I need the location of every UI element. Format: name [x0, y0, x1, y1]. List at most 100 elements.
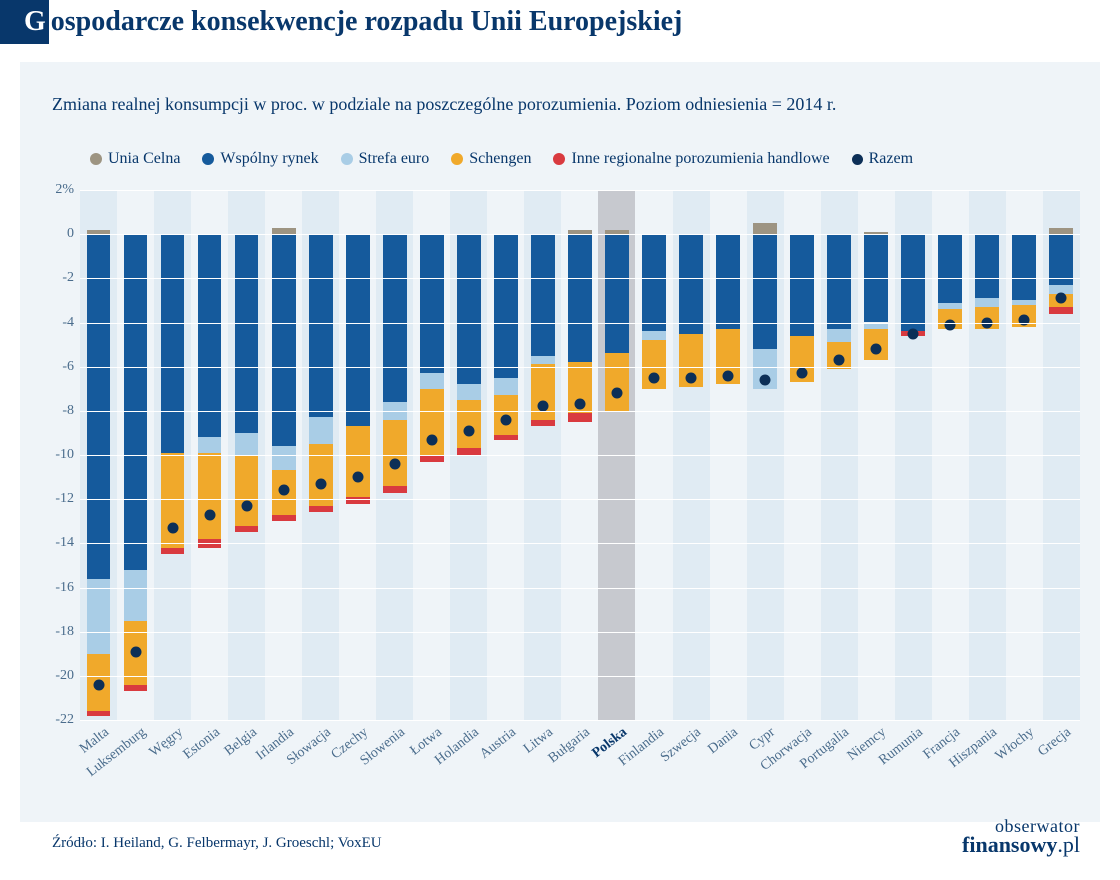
- bar-segment: [87, 711, 111, 715]
- bar-segment: [87, 234, 111, 579]
- bar-segment: [531, 356, 555, 365]
- bar-segment: [272, 446, 296, 470]
- bar-segment: [161, 453, 185, 548]
- gridline: [80, 411, 1080, 412]
- bar-segment: [1012, 234, 1036, 300]
- legend-swatch: [451, 153, 463, 165]
- legend-item: Schengen: [451, 150, 531, 168]
- y-axis-label: -4: [62, 315, 80, 331]
- total-dot: [315, 478, 326, 489]
- bar-segment: [272, 515, 296, 522]
- bar-segment: [457, 400, 481, 449]
- bar-segment: [568, 413, 592, 422]
- bar-segment: [383, 486, 407, 493]
- y-axis-label: -10: [55, 447, 80, 463]
- legend-label: Strefa euro: [359, 150, 430, 168]
- legend-item: Unia Celna: [90, 150, 180, 168]
- bar-segment: [938, 303, 962, 310]
- title-text: ospodarcze konsekwencje rozpadu Unii Eur…: [49, 0, 683, 44]
- site-logo: obserwator finansowy.pl: [962, 818, 1080, 856]
- title-bar: G ospodarcze konsekwencje rozpadu Unii E…: [0, 0, 1120, 44]
- legend-swatch: [341, 153, 353, 165]
- total-dot: [945, 319, 956, 330]
- total-dot: [389, 458, 400, 469]
- bar-segment: [198, 234, 222, 437]
- gridline: [80, 588, 1080, 589]
- bar-segment: [235, 526, 259, 533]
- bar-segment: [568, 234, 592, 362]
- bar-segment: [975, 234, 999, 298]
- bar-segment: [124, 685, 148, 692]
- bar-segment: [753, 223, 777, 234]
- bar-segment: [272, 234, 296, 446]
- total-dot: [241, 500, 252, 511]
- bar-segment: [235, 234, 259, 433]
- gridline: [80, 323, 1080, 324]
- legend-label: Unia Celna: [108, 150, 180, 168]
- total-dot: [1019, 315, 1030, 326]
- total-dot: [500, 414, 511, 425]
- bar-segment: [346, 234, 370, 426]
- total-dot: [130, 646, 141, 657]
- page: G ospodarcze konsekwencje rozpadu Unii E…: [0, 0, 1120, 880]
- total-dot: [834, 355, 845, 366]
- y-axis-label: -16: [55, 580, 80, 596]
- total-dot: [574, 399, 585, 410]
- bar-segment: [420, 373, 444, 388]
- total-dot: [426, 434, 437, 445]
- y-axis-label: -14: [55, 535, 80, 551]
- total-dot: [611, 388, 622, 399]
- legend-label: Wspólny rynek: [220, 150, 318, 168]
- gridline: [80, 720, 1080, 721]
- bar-segment: [457, 384, 481, 399]
- legend: Unia Celna Wspólny rynek Strefa euro Scheng…: [90, 150, 913, 168]
- bar-segment: [753, 234, 777, 349]
- bar-segment: [161, 234, 185, 453]
- gridline: [80, 499, 1080, 500]
- logo-bottom: finansowy.pl: [962, 835, 1080, 856]
- bar-segment: [494, 234, 518, 378]
- bar-segment: [346, 426, 370, 497]
- bar-segment: [605, 353, 629, 410]
- gridline: [80, 543, 1080, 544]
- bar-segment: [309, 234, 333, 417]
- gridline: [80, 632, 1080, 633]
- legend-swatch: [852, 154, 863, 165]
- bar-segment: [827, 234, 851, 329]
- bar-segment: [346, 497, 370, 504]
- bar-segment: [1049, 234, 1073, 285]
- bar-segment: [383, 420, 407, 486]
- total-dot: [167, 522, 178, 533]
- bar-segment: [938, 234, 962, 302]
- legend-item: Inne regionalne porozumienia handlowe: [553, 150, 829, 168]
- bar-segment: [716, 234, 740, 329]
- plot-area: MaltaLuksemburgWęgryEstoniaBelgiaIrlandi…: [80, 190, 1080, 720]
- bar-segment: [309, 506, 333, 513]
- total-dot: [871, 344, 882, 355]
- total-dot: [797, 368, 808, 379]
- bar-segment: [198, 453, 222, 539]
- bar-segment: [309, 417, 333, 444]
- legend-label: Inne regionalne porozumienia handlowe: [571, 150, 829, 168]
- source-text: Źródło: I. Heiland, G. Felbermayr, J. Gr…: [52, 835, 382, 852]
- bar-segment: [494, 435, 518, 439]
- bar-segment: [975, 298, 999, 307]
- gridline: [80, 455, 1080, 456]
- bar-segment: [198, 437, 222, 452]
- total-dot: [686, 372, 697, 383]
- bar-segment: [790, 234, 814, 336]
- total-dot: [463, 425, 474, 436]
- legend-item: Strefa euro: [341, 150, 430, 168]
- gridline: [80, 676, 1080, 677]
- bar-segment: [457, 234, 481, 384]
- bar-segment: [494, 378, 518, 396]
- title-prefix: G: [0, 0, 49, 44]
- y-axis-label: -6: [62, 359, 80, 375]
- bar-segment: [235, 433, 259, 455]
- legend-label: Schengen: [469, 150, 531, 168]
- y-axis-label: -20: [55, 668, 80, 684]
- gridline: [80, 234, 1080, 235]
- y-axis-label: 0: [67, 226, 80, 242]
- logo-bottom-a: finansowy: [962, 832, 1057, 857]
- legend-swatch: [202, 153, 214, 165]
